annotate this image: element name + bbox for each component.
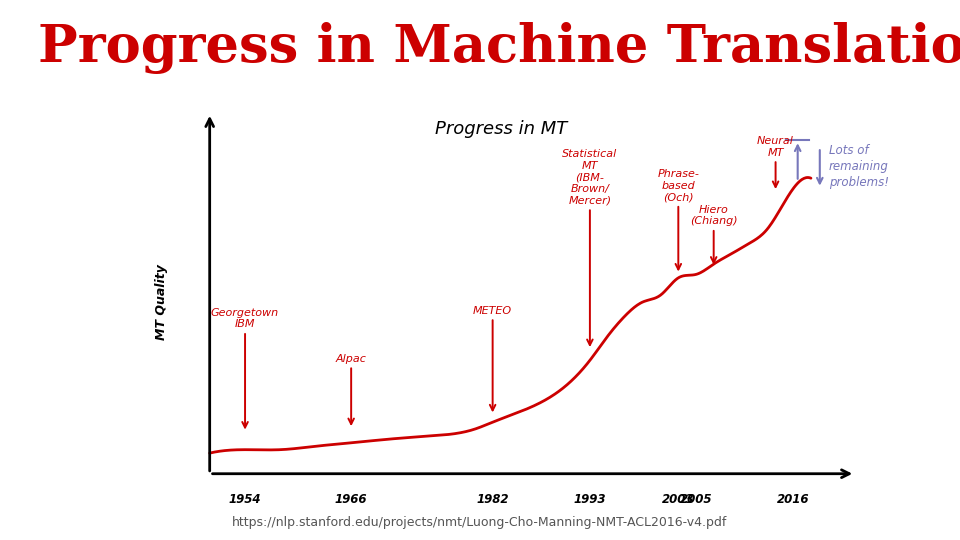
- Text: Hiero
(Chiang): Hiero (Chiang): [690, 205, 737, 226]
- Text: 2005: 2005: [680, 492, 712, 505]
- Text: 2016: 2016: [777, 492, 809, 505]
- Text: 1993: 1993: [574, 492, 606, 505]
- Text: Alpac: Alpac: [336, 354, 367, 364]
- Text: Lots of
remaining
problems!: Lots of remaining problems!: [828, 144, 889, 189]
- Text: MT Quality: MT Quality: [155, 264, 168, 340]
- Text: Neural
MT: Neural MT: [757, 136, 794, 158]
- Text: Georgetown
IBM: Georgetown IBM: [211, 308, 279, 329]
- Text: 1954: 1954: [228, 492, 261, 505]
- Text: Statistical
MT
(IBM-
Brown/
Mercer): Statistical MT (IBM- Brown/ Mercer): [563, 149, 617, 206]
- Text: 1982: 1982: [476, 492, 509, 505]
- Text: Phrase-
based
(Och): Phrase- based (Och): [658, 169, 699, 202]
- Text: https://nlp.stanford.edu/projects/nmt/Luong-Cho-Manning-NMT-ACL2016-v4.pdf: https://nlp.stanford.edu/projects/nmt/Lu…: [232, 516, 728, 529]
- Text: 2003: 2003: [662, 492, 695, 505]
- Text: 1966: 1966: [335, 492, 368, 505]
- Text: METEO: METEO: [473, 306, 513, 316]
- Text: Progress in Machine Translation: Progress in Machine Translation: [38, 22, 960, 73]
- Text: Progress in MT: Progress in MT: [435, 120, 567, 138]
